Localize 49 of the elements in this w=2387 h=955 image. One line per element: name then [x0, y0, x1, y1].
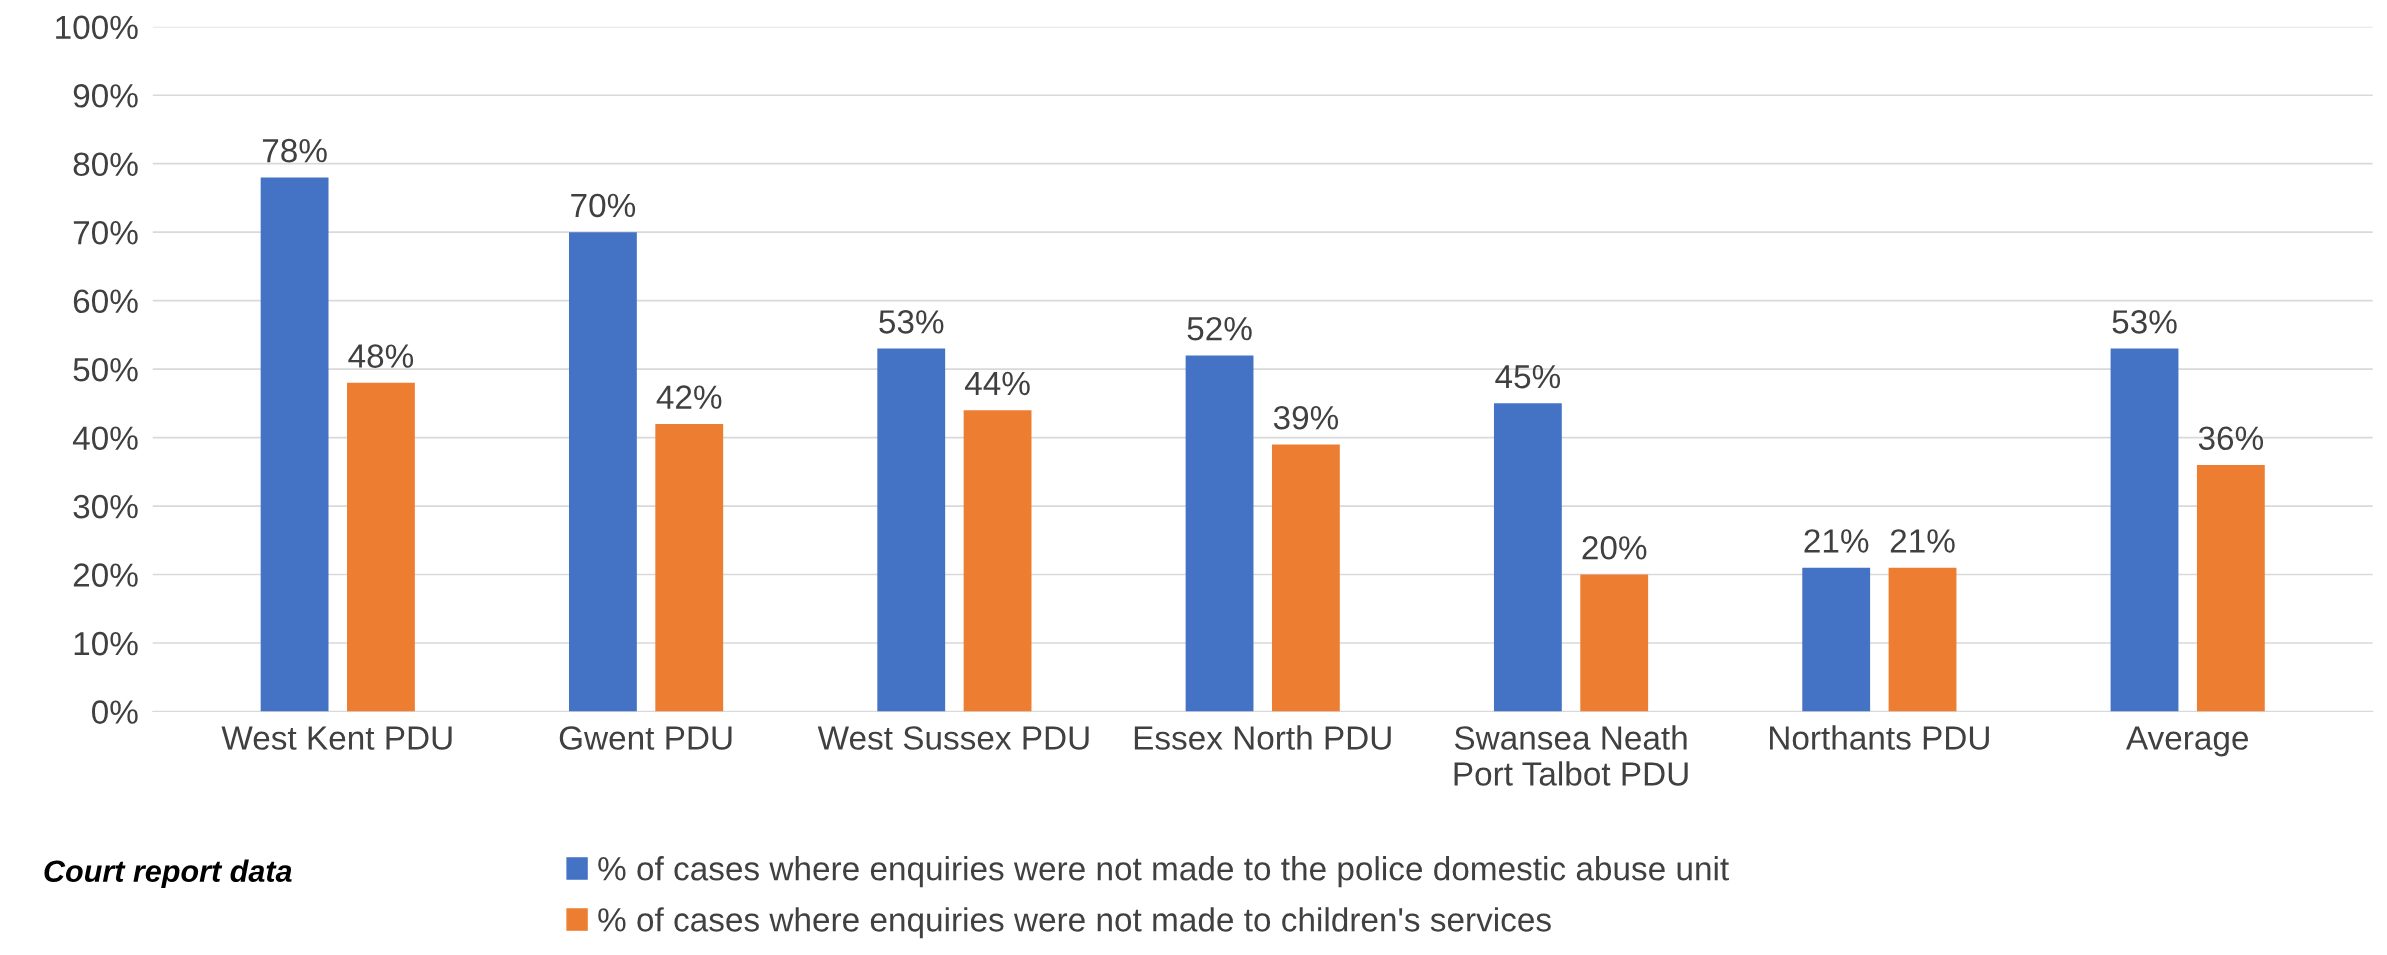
bar: [260, 177, 329, 712]
y-tick-label: 90%: [73, 84, 138, 108]
data-label: 20%: [1582, 536, 1647, 560]
legend-label: % of cases where enquiries were not made to the police domestic abuse unit: [598, 856, 1729, 888]
data-label: 21%: [1804, 529, 1869, 553]
bar: [655, 423, 724, 712]
bar: [347, 382, 415, 712]
data-label: 42%: [656, 385, 722, 409]
data-label: 48%: [348, 344, 414, 368]
bar: [1580, 574, 1649, 712]
y-tick-label: 0%: [92, 700, 138, 724]
bar: [1185, 355, 1254, 712]
data-label: 78%: [262, 138, 327, 163]
y-tick-label: 50%: [73, 357, 138, 382]
data-label: 45%: [1495, 364, 1561, 389]
y-tick-label: 30%: [73, 494, 138, 519]
bar: [569, 232, 637, 712]
x-tick-label: Gwent PDU: [559, 726, 732, 750]
bar: [877, 348, 946, 712]
bar: [1271, 444, 1340, 712]
data-label: 44%: [964, 371, 1030, 396]
bar: [1888, 567, 1957, 712]
y-tick-label: 60%: [73, 289, 138, 314]
text: Court report data: [44, 859, 292, 889]
x-tick-label: Northants PDU: [1770, 725, 1989, 750]
bar: [1493, 403, 1562, 712]
y-tick-label: 20%: [73, 563, 138, 587]
data-label: 36%: [2198, 426, 2264, 451]
x-tick-label: Essex North PDU: [1134, 725, 1391, 750]
x-tick-label: Average: [2125, 726, 2248, 757]
bar: [2110, 348, 2179, 712]
data-label: 39%: [1273, 405, 1339, 430]
x-tick-label: West Kent PDU: [221, 726, 452, 750]
data-label: 53%: [2112, 310, 2177, 334]
bar: [2196, 464, 2265, 712]
y-tick-label: 40%: [72, 426, 138, 450]
x-tick-label: Swansea Neath Port Talbot PDU: [1454, 725, 1688, 786]
data-label: 52%: [1187, 316, 1252, 341]
x-tick-label: West Sussex PDU: [817, 726, 1089, 750]
data-label: 53%: [879, 310, 944, 334]
y-tick-label: 100%: [56, 15, 138, 40]
data-label: 21%: [1890, 529, 1955, 553]
y-tick-label: 10%: [74, 631, 138, 656]
bar: [963, 410, 1032, 712]
legend-label: % of cases where enquiries were not made to children's services: [598, 907, 1551, 939]
y-tick-label: 80%: [73, 152, 138, 177]
data-label: 70%: [571, 193, 636, 218]
y-tick-label: 70%: [73, 220, 138, 245]
bar: [1802, 567, 1871, 712]
